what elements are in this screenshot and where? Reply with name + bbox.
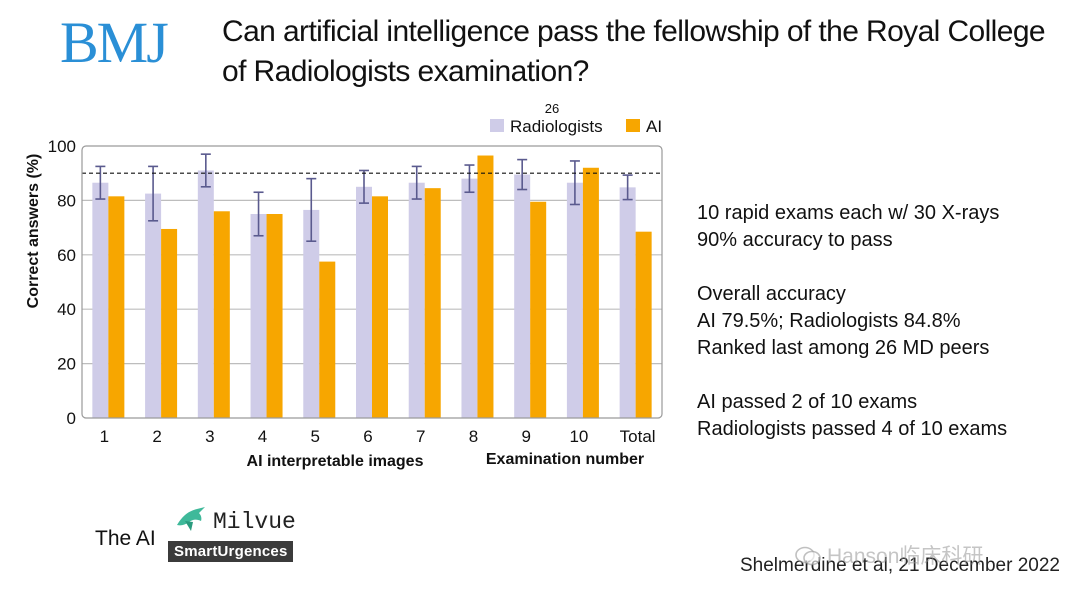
- x-tick-label: 7: [416, 427, 425, 446]
- x-tick-label: 8: [469, 427, 478, 446]
- bar-radiologists: [303, 209, 320, 418]
- bird-icon: [177, 507, 205, 531]
- summary-stats: 10 rapid exams each w/ 30 X-rays 90% acc…: [697, 200, 1067, 443]
- error-bar: [306, 177, 317, 242]
- bar-radiologists: [145, 193, 162, 418]
- x-tick-label: 3: [205, 427, 214, 446]
- bar-ai: [266, 214, 283, 418]
- bar-radiologists: [197, 170, 214, 418]
- bar-chart: 0 20 40 60 80 100 1 2 3 4 5 6 7 8 9 10 Total Correct ans…: [25, 101, 663, 470]
- legend-swatch-ai: [626, 119, 640, 132]
- x-tick-label: 9: [521, 427, 530, 446]
- bar-radiologists: [619, 187, 636, 418]
- legend-annotation: 26: [545, 101, 559, 116]
- x-tick-label: Total: [620, 427, 656, 446]
- bar-radiologists: [408, 182, 425, 418]
- stat-overall-heading: Overall accuracy: [697, 283, 846, 305]
- x-tick-label: 1: [100, 427, 109, 446]
- legend-swatch-radiologists: [490, 119, 504, 132]
- bar-ai: [161, 228, 178, 418]
- bar-ai: [319, 261, 336, 418]
- legend-label-radiologists: Radiologists: [510, 117, 603, 136]
- bar-radiologists: [250, 214, 267, 418]
- error-bar: [148, 165, 159, 222]
- stat-ai-passed: AI passed 2 of 10 exams: [697, 391, 918, 413]
- x-tick-label: 5: [311, 427, 320, 446]
- x-axis-label-right: Examination number: [486, 451, 644, 468]
- smarturgences-badge: SmartUrgences: [168, 541, 294, 562]
- x-tick-label: 10: [569, 427, 588, 446]
- bar-radiologists: [566, 182, 583, 418]
- chart-ticks: 0 20 40 60 80 100 1 2 3 4 5 6 7 8 9 10 Total: [48, 137, 656, 446]
- bar-ai: [213, 211, 230, 418]
- chart-bars: [92, 155, 652, 418]
- y-tick-label: 80: [57, 191, 76, 210]
- bmj-logo: BMJ: [60, 10, 169, 75]
- y-tick-label: 20: [57, 355, 76, 374]
- bar-ai: [635, 231, 652, 418]
- error-bar: [359, 169, 369, 204]
- error-bar: [464, 164, 475, 194]
- stat-pass-threshold: 90% accuracy to pass: [697, 229, 893, 251]
- error-bar: [253, 191, 264, 237]
- y-tick-label: 40: [57, 300, 76, 319]
- error-bar: [622, 174, 633, 201]
- bar-ai: [530, 201, 547, 418]
- error-bar: [517, 158, 528, 191]
- stat-radiologists-passed: Radiologists passed 4 of 10 exams: [697, 418, 1008, 440]
- error-bar: [95, 165, 106, 200]
- bar-radiologists: [92, 182, 109, 418]
- milvue-name: Milvue: [213, 509, 296, 535]
- bar-radiologists: [461, 178, 478, 418]
- bar-ai: [582, 167, 599, 418]
- error-bar: [411, 165, 422, 200]
- chart-error-bars: [95, 153, 633, 242]
- error-bar: [569, 160, 580, 206]
- legend-label-ai: AI: [646, 117, 662, 136]
- stat-ranking: Ranked last among 26 MD peers: [697, 337, 990, 359]
- y-axis-label: Correct answers (%): [25, 154, 42, 309]
- stat-overall-accuracy: AI 79.5%; Radiologists 84.8%: [697, 310, 961, 332]
- bar-ai: [424, 188, 441, 418]
- watermark: Hanson临床科研: [795, 540, 983, 570]
- x-tick-label: 2: [152, 427, 161, 446]
- bar-radiologists: [356, 186, 372, 418]
- bar-radiologists: [514, 174, 531, 418]
- slide-title: Can artificial intelligence pass the fel…: [222, 15, 1046, 88]
- bar-ai: [108, 196, 125, 418]
- stat-exam-format: 10 rapid exams each w/ 30 X-rays: [697, 202, 1000, 224]
- x-tick-label: 6: [363, 427, 372, 446]
- x-tick-label: 4: [258, 427, 267, 446]
- bar-ai: [372, 196, 388, 418]
- wechat-icon: [795, 546, 821, 566]
- x-axis-label-left: AI interpretable images: [247, 453, 424, 470]
- y-tick-label: 0: [67, 409, 76, 428]
- y-tick-label: 100: [48, 137, 76, 156]
- error-bar: [200, 153, 211, 188]
- bar-ai: [477, 155, 494, 418]
- milvue-brand: The AI Milvue SmartUrgences: [95, 505, 335, 565]
- y-tick-label: 60: [57, 246, 76, 265]
- brand-prefix: The AI: [95, 527, 156, 550]
- watermark-text: Hanson临床科研: [827, 545, 984, 568]
- plot-frame: [81, 145, 663, 419]
